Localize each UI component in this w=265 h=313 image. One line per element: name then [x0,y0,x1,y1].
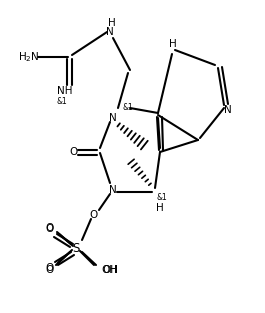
Text: &1: &1 [157,193,167,203]
Text: N: N [224,105,232,115]
Text: OH: OH [102,265,118,275]
Text: OH: OH [101,265,117,275]
Text: O: O [45,224,53,234]
Text: O: O [90,210,98,220]
Text: O: O [45,263,53,273]
Text: S: S [72,242,80,254]
Text: N: N [109,185,117,195]
Text: O: O [46,223,54,233]
Text: &1: &1 [123,104,133,112]
Text: H: H [169,39,177,49]
Text: N: N [106,27,114,37]
Text: H: H [108,18,116,28]
Text: &1: &1 [57,96,67,105]
Text: O: O [46,265,54,275]
Text: N: N [109,113,117,123]
Text: O: O [69,147,77,157]
Text: H$_2$N: H$_2$N [18,50,39,64]
Text: H: H [156,203,164,213]
Text: NH: NH [57,86,73,96]
